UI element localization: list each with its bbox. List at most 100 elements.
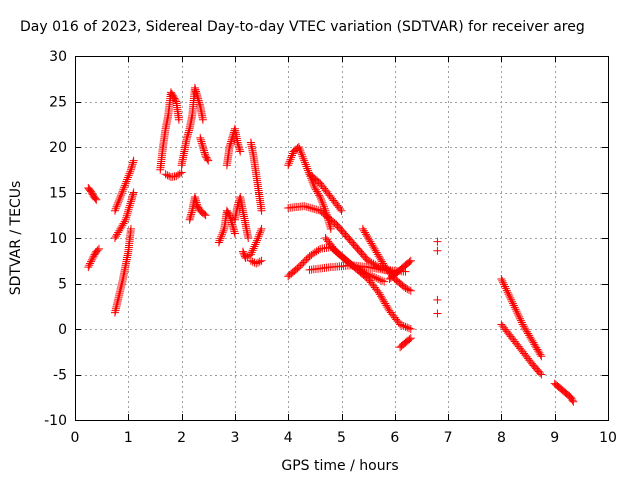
data-point [537, 370, 546, 379]
data-point [113, 230, 122, 239]
chart-title: Day 016 of 2023, Sidereal Day-to-day VTE… [20, 19, 585, 35]
data-point [497, 274, 506, 283]
data-point [504, 290, 513, 299]
data-point [114, 196, 123, 205]
data-point [302, 202, 311, 211]
data-point [122, 211, 131, 220]
data-point [234, 140, 243, 149]
y-tick-label: -10 [44, 413, 67, 429]
data-point [110, 234, 119, 242]
data-point [406, 334, 415, 343]
data-point [370, 273, 379, 282]
data-point [517, 318, 526, 327]
data-point [284, 159, 293, 168]
data-point [224, 209, 233, 218]
data-point [184, 128, 193, 137]
data-point [217, 230, 226, 239]
y-tick-label: 0 [58, 322, 67, 338]
data-point [128, 193, 137, 202]
data-point [191, 85, 200, 94]
data-point [124, 205, 133, 214]
data-point [228, 220, 237, 229]
data-point [326, 222, 335, 231]
data-point [363, 232, 372, 241]
data-point [298, 152, 307, 161]
data-point [126, 167, 135, 176]
data-point [374, 252, 383, 261]
data-point [163, 171, 172, 180]
x-tick-label: 3 [230, 430, 239, 446]
data-point [217, 232, 226, 241]
data-point [312, 205, 321, 214]
data-point [320, 204, 329, 213]
data-point [375, 254, 384, 263]
data-point [117, 223, 126, 232]
data-point [117, 189, 126, 198]
data-point [111, 204, 120, 213]
x-tick-label: 0 [71, 430, 80, 446]
data-point [396, 320, 405, 329]
data-point [310, 204, 319, 213]
data-point [520, 324, 529, 333]
data-point [514, 310, 523, 319]
data-point [228, 133, 237, 142]
data-point [129, 190, 138, 199]
y-tick-label: 10 [49, 231, 67, 247]
data-point [215, 236, 224, 245]
data-point [238, 247, 247, 256]
data-point [253, 258, 262, 267]
data-point [195, 98, 204, 107]
data-point [197, 139, 206, 148]
data-point [204, 156, 213, 165]
data-point [186, 212, 195, 221]
data-point [312, 187, 321, 196]
data-point [129, 188, 138, 197]
data-point [401, 284, 410, 293]
data-point [129, 158, 138, 167]
data-point [286, 155, 295, 164]
data-point [533, 345, 542, 354]
data-point [501, 284, 510, 293]
data-point [183, 132, 192, 141]
data-point [86, 259, 95, 268]
data-point [230, 227, 239, 236]
data-point [201, 211, 210, 220]
data-point [297, 148, 306, 157]
data-point [314, 206, 323, 215]
data-point [175, 169, 184, 178]
data-point [120, 181, 129, 190]
data-point [368, 241, 377, 250]
data-point [194, 94, 203, 103]
x-tick-label: 6 [390, 430, 399, 446]
data-point [187, 210, 196, 219]
data-point [126, 165, 135, 174]
data-point [370, 244, 379, 253]
data-point [128, 160, 137, 169]
data-point [110, 206, 119, 215]
data-point [87, 255, 96, 264]
data-point [537, 352, 546, 361]
data-point [191, 196, 200, 205]
data-point [505, 292, 514, 301]
data-point [526, 333, 535, 342]
data-point [374, 288, 383, 297]
y-tick-label: 15 [49, 186, 67, 202]
data-point [248, 257, 257, 266]
data-point [536, 368, 545, 377]
data-point [121, 215, 130, 224]
data-point [367, 239, 376, 248]
data-point [403, 284, 412, 293]
data-point [405, 257, 414, 266]
data-point [200, 210, 209, 219]
data-point [118, 187, 127, 196]
data-point [257, 224, 266, 233]
axis-ticks: 0 1 2 3 4 5 6 7 8 9 10 -10 -5 0 5 10 15 20 25 30 [44, 49, 617, 446]
data-point [233, 138, 242, 147]
data-point [248, 246, 257, 255]
data-point [358, 224, 367, 233]
data-point [375, 290, 384, 299]
data-point [362, 230, 371, 239]
data-point [239, 249, 248, 258]
data-point [299, 154, 308, 163]
